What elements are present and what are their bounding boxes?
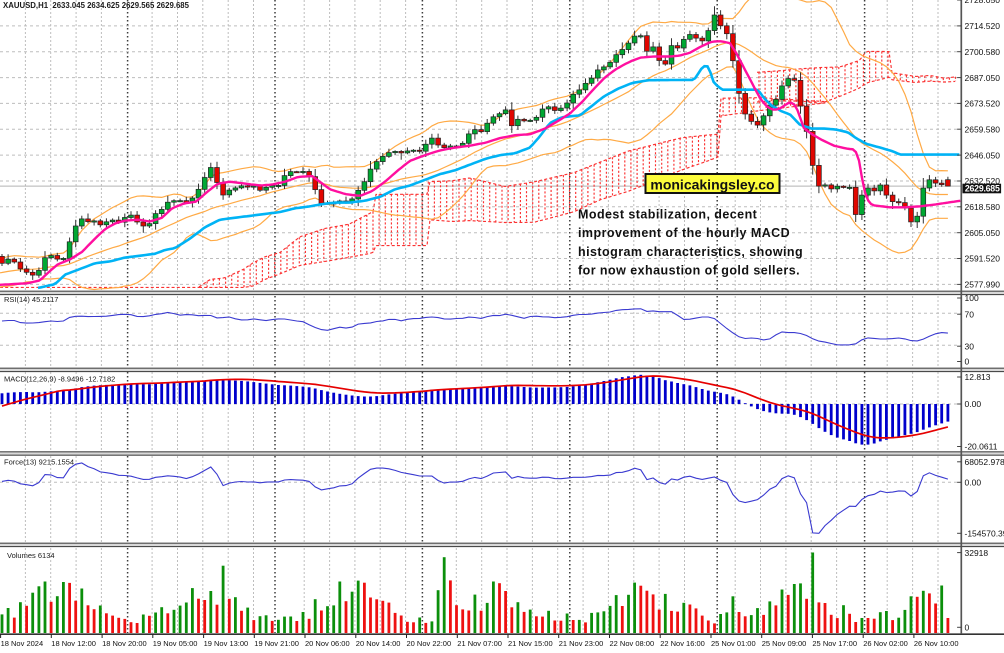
- svg-text:20 Nov 14:00: 20 Nov 14:00: [356, 639, 401, 648]
- svg-text:21 Nov 15:00: 21 Nov 15:00: [508, 639, 553, 648]
- svg-text:18 Nov 2024: 18 Nov 2024: [1, 639, 44, 648]
- svg-text:2673.520: 2673.520: [965, 99, 1001, 109]
- svg-text:0.00: 0.00: [965, 399, 982, 409]
- svg-text:-20.0611: -20.0611: [965, 442, 998, 452]
- svg-text:2591.520: 2591.520: [965, 254, 1001, 264]
- svg-text:2629.685: 2629.685: [965, 183, 1000, 193]
- svg-text:26 Nov 10:00: 26 Nov 10:00: [914, 639, 959, 648]
- svg-text:Force(13) 9215.1554: Force(13) 9215.1554: [4, 458, 74, 467]
- svg-text:monicakingsley.co: monicakingsley.co: [650, 176, 774, 192]
- svg-text:100: 100: [965, 293, 979, 303]
- svg-text:Volumes 6134: Volumes 6134: [7, 551, 55, 560]
- svg-text:2632.520: 2632.520: [965, 176, 1001, 186]
- svg-text:0: 0: [965, 623, 970, 633]
- svg-text:2577.990: 2577.990: [965, 280, 1001, 290]
- svg-text:18 Nov 20:00: 18 Nov 20:00: [102, 639, 147, 648]
- svg-text:0: 0: [965, 357, 970, 367]
- svg-text:68052.9782: 68052.9782: [965, 457, 1004, 467]
- svg-text:19 Nov 21:00: 19 Nov 21:00: [254, 639, 299, 648]
- svg-text:25 Nov 09:00: 25 Nov 09:00: [762, 639, 807, 648]
- svg-text:MACD(12,26,9) -8.9496 -12.7182: MACD(12,26,9) -8.9496 -12.7182: [4, 375, 115, 384]
- svg-text:Modest stabilization, decent: Modest stabilization, decent: [578, 208, 758, 222]
- svg-text:22 Nov 16:00: 22 Nov 16:00: [660, 639, 705, 648]
- svg-text:for now exhaustion of gold sel: for now exhaustion of gold sellers.: [578, 264, 800, 278]
- svg-text:26 Nov 02:00: 26 Nov 02:00: [863, 639, 908, 648]
- svg-text:20 Nov 06:00: 20 Nov 06:00: [305, 639, 350, 648]
- svg-text:20 Nov 22:00: 20 Nov 22:00: [407, 639, 452, 648]
- svg-text:25 Nov 17:00: 25 Nov 17:00: [812, 639, 857, 648]
- svg-text:19 Nov 05:00: 19 Nov 05:00: [153, 639, 198, 648]
- svg-text:22 Nov 08:00: 22 Nov 08:00: [610, 639, 655, 648]
- svg-text:XAUUSD,H1 2633.045 2634.625 2: XAUUSD,H1 2633.045 2634.625 2629.565 262…: [3, 1, 190, 10]
- svg-text:12.813: 12.813: [965, 372, 991, 382]
- svg-text:18 Nov 12:00: 18 Nov 12:00: [51, 639, 96, 648]
- svg-text:histogram characteristics, sho: histogram characteristics, showing: [578, 245, 803, 259]
- svg-text:30: 30: [965, 341, 975, 351]
- svg-text:32918: 32918: [965, 548, 989, 558]
- svg-text:2659.580: 2659.580: [965, 124, 1001, 134]
- svg-text:RSI(14) 45.2117: RSI(14) 45.2117: [4, 295, 58, 304]
- svg-text:0.00: 0.00: [965, 478, 982, 488]
- svg-text:2687.050: 2687.050: [965, 73, 1001, 83]
- svg-text:21 Nov 07:00: 21 Nov 07:00: [457, 639, 502, 648]
- svg-text:25 Nov 01:00: 25 Nov 01:00: [711, 639, 756, 648]
- svg-text:2700.580: 2700.580: [965, 47, 1001, 57]
- svg-text:21 Nov 23:00: 21 Nov 23:00: [559, 639, 604, 648]
- svg-text:19 Nov 13:00: 19 Nov 13:00: [204, 639, 249, 648]
- svg-text:2605.050: 2605.050: [965, 228, 1001, 238]
- svg-text:2714.520: 2714.520: [965, 21, 1001, 31]
- svg-text:2618.580: 2618.580: [965, 202, 1001, 212]
- svg-text:-154570.39: -154570.39: [965, 529, 1004, 539]
- svg-text:2728.050: 2728.050: [965, 0, 1001, 5]
- svg-text:70: 70: [965, 309, 975, 319]
- svg-text:2646.050: 2646.050: [965, 150, 1001, 160]
- svg-text:improvement of the hourly MACD: improvement of the hourly MACD: [578, 226, 790, 240]
